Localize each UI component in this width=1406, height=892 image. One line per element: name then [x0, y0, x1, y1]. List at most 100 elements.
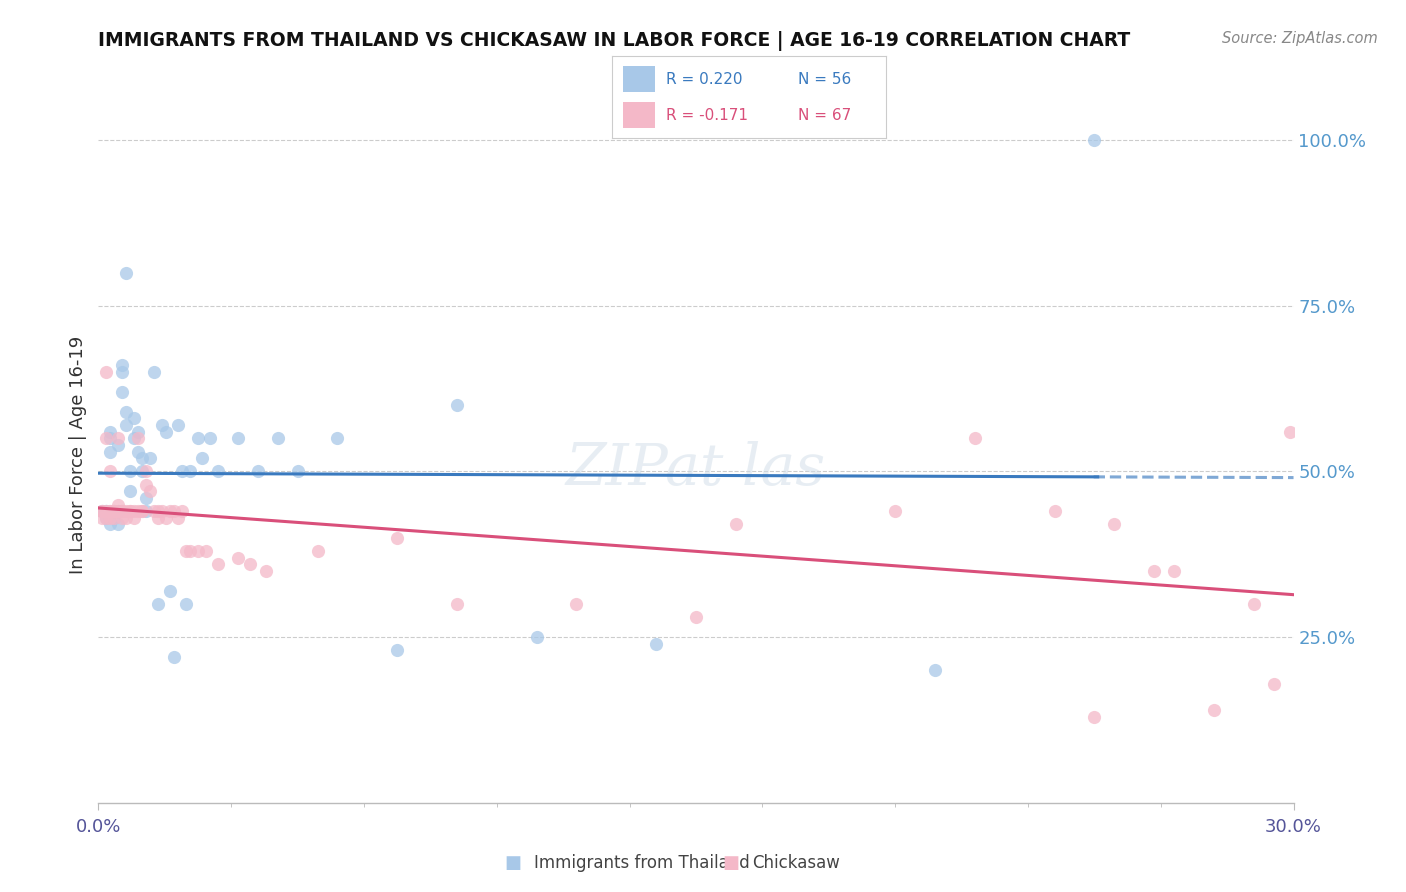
Point — [246, 465, 269, 479]
Point — [111, 504, 134, 518]
Point — [226, 431, 249, 445]
Point — [191, 451, 214, 466]
Point — [139, 484, 162, 499]
Point — [127, 504, 149, 518]
Point — [187, 544, 209, 558]
Bar — [623, 103, 655, 128]
Point — [645, 637, 668, 651]
Point — [100, 431, 122, 445]
Point — [100, 504, 122, 518]
Point — [115, 511, 138, 525]
Point — [115, 504, 138, 518]
Point — [1102, 517, 1125, 532]
Point — [1143, 564, 1166, 578]
Point — [155, 511, 177, 525]
Point — [1163, 564, 1185, 578]
Point — [287, 465, 309, 479]
Point — [139, 451, 162, 466]
Point — [131, 504, 153, 518]
Point — [924, 663, 946, 677]
Point — [96, 431, 118, 445]
Point — [446, 597, 468, 611]
Point — [148, 511, 170, 525]
Point — [91, 504, 114, 518]
Point — [187, 431, 209, 445]
Point — [207, 558, 229, 572]
Point — [172, 465, 194, 479]
Point — [115, 405, 138, 419]
Point — [685, 610, 707, 624]
Point — [107, 498, 129, 512]
Point — [167, 511, 190, 525]
Point — [174, 597, 197, 611]
Point — [103, 504, 125, 518]
Text: R = 0.220: R = 0.220 — [666, 71, 742, 87]
Point — [103, 511, 125, 525]
Point — [963, 431, 986, 445]
Point — [120, 484, 142, 499]
Point — [107, 504, 129, 518]
Point — [179, 465, 201, 479]
Text: IMMIGRANTS FROM THAILAND VS CHICKASAW IN LABOR FORCE | AGE 16-19 CORRELATION CHA: IMMIGRANTS FROM THAILAND VS CHICKASAW IN… — [98, 31, 1130, 51]
Point — [1202, 703, 1225, 717]
Point — [100, 444, 122, 458]
Point — [111, 359, 134, 373]
Point — [111, 511, 134, 525]
Point — [91, 504, 114, 518]
Point — [195, 544, 218, 558]
Point — [239, 558, 262, 572]
Point — [150, 418, 173, 433]
Text: ■: ■ — [723, 855, 740, 872]
Text: R = -0.171: R = -0.171 — [666, 108, 748, 123]
Point — [565, 597, 588, 611]
Point — [174, 544, 197, 558]
Point — [167, 418, 190, 433]
Point — [267, 431, 290, 445]
Text: ■: ■ — [505, 855, 522, 872]
Point — [150, 504, 173, 518]
Point — [120, 504, 142, 518]
Point — [111, 504, 134, 518]
Point — [307, 544, 329, 558]
Point — [724, 517, 747, 532]
Point — [107, 517, 129, 532]
Point — [1243, 597, 1265, 611]
Point — [127, 431, 149, 445]
Point — [100, 425, 122, 439]
Point — [135, 465, 157, 479]
Point — [91, 511, 114, 525]
Point — [127, 425, 149, 439]
Point — [159, 583, 181, 598]
Point — [884, 504, 907, 518]
Point — [135, 491, 157, 505]
Point — [163, 504, 186, 518]
Point — [103, 504, 125, 518]
Point — [254, 564, 277, 578]
Point — [148, 597, 170, 611]
Point — [131, 504, 153, 518]
Point — [172, 504, 194, 518]
Point — [1278, 425, 1301, 439]
Y-axis label: In Labor Force | Age 16-19: In Labor Force | Age 16-19 — [69, 335, 87, 574]
Text: ZIPat las: ZIPat las — [565, 441, 827, 497]
Point — [163, 650, 186, 665]
Point — [131, 465, 153, 479]
Bar — [623, 66, 655, 92]
Point — [226, 550, 249, 565]
Point — [159, 504, 181, 518]
Point — [198, 431, 221, 445]
Point — [107, 504, 129, 518]
Point — [96, 504, 118, 518]
Point — [96, 504, 118, 518]
Point — [124, 511, 146, 525]
Point — [148, 504, 170, 518]
Point — [96, 511, 118, 525]
Point — [100, 511, 122, 525]
Point — [120, 504, 142, 518]
Point — [1083, 709, 1105, 723]
Point — [143, 365, 166, 379]
Point — [155, 425, 177, 439]
Point — [96, 511, 118, 525]
Point — [207, 465, 229, 479]
Point — [100, 504, 122, 518]
